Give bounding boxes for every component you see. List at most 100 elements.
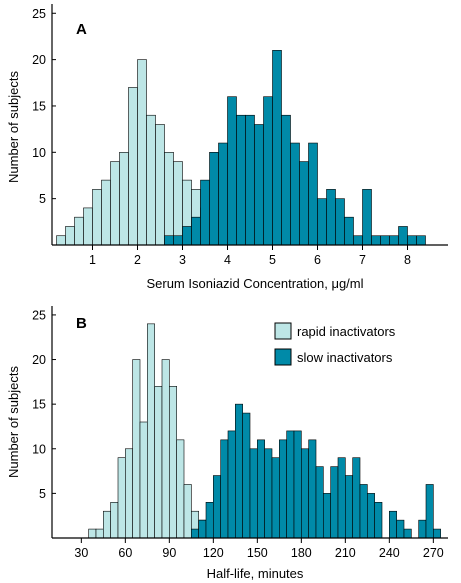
bar-a-slow-22 (362, 189, 372, 246)
bar-b-rapid-7 (139, 421, 148, 539)
bar-b-slow-20 (337, 457, 346, 539)
bar-b-slow-15 (301, 448, 309, 539)
bar-b-slow-24 (367, 493, 375, 539)
x-tick-label-a-3: 3 (179, 253, 186, 267)
bar-b-slow-0 (191, 528, 199, 539)
x-tick-label-b-210: 210 (335, 546, 356, 560)
bar-b-slow-23 (359, 484, 368, 539)
legend-swatch-rapid (274, 322, 292, 340)
bar-a-slow-19 (335, 198, 345, 246)
bar-a-slow-27 (407, 235, 417, 246)
bar-b-rapid-0 (88, 528, 97, 539)
legend-swatch-slow (274, 348, 292, 366)
y-tick-label-b-20: 20 (32, 353, 46, 367)
x-tick-label-b-150: 150 (247, 546, 268, 560)
bar-b-rapid-1 (95, 528, 104, 539)
bar-a-rapid-4 (92, 189, 102, 246)
x-tick-label-a-7: 7 (359, 253, 366, 267)
bar-b-rapid-5 (125, 448, 133, 539)
y-tick-label-b-25: 25 (32, 308, 46, 322)
bar-b-slow-13 (286, 430, 295, 539)
x-tick-label-a-6: 6 (314, 253, 321, 267)
bar-a-slow-5 (209, 152, 219, 246)
bar-a-rapid-11 (155, 124, 165, 246)
bar-a-slow-11 (263, 96, 273, 246)
bar-b-slow-5 (227, 430, 236, 539)
x-tick-label-a-8: 8 (404, 253, 411, 267)
panel-a-axes: 5 10 15 20 25 1 2 3 4 5 6 7 8 (32, 4, 448, 267)
bar-b-slow-3 (213, 475, 221, 539)
y-tick-label-a-20: 20 (32, 53, 46, 67)
bar-b-slow-22 (352, 457, 361, 539)
x-tick-label-b-240: 240 (379, 546, 400, 560)
bar-b-slow-28 (396, 519, 405, 539)
bar-a-rapid-10 (146, 114, 156, 246)
panel-b-y-axis-title: Number of subjects (6, 366, 21, 478)
bar-b-slow-10 (264, 448, 273, 539)
bar-b-rapid-13 (183, 484, 192, 539)
bar-a-slow-3 (191, 216, 201, 246)
bar-b-rapid-6 (132, 359, 141, 539)
x-tick-label-a-5: 5 (269, 253, 276, 267)
bar-b-slow-2 (205, 502, 214, 539)
bar-b-rapid-11 (169, 386, 177, 539)
y-tick-label-a-25: 25 (32, 7, 46, 21)
bar-b-slow-32 (425, 484, 434, 539)
y-tick-label-b-5: 5 (39, 487, 46, 501)
bar-b-slow-19 (330, 466, 339, 539)
x-tick-label-b-270: 270 (423, 546, 444, 560)
bar-b-slow-25 (374, 502, 383, 539)
panel-b-letter: B (76, 315, 87, 332)
bar-a-slow-16 (308, 142, 318, 246)
bar-b-slow-7 (242, 412, 251, 539)
bar-b-slow-4 (220, 439, 229, 539)
bar-a-slow-23 (371, 235, 381, 246)
bar-b-slow-6 (235, 403, 243, 539)
y-tick-label-b-10: 10 (32, 442, 46, 456)
bar-a-slow-18 (326, 189, 336, 246)
bar-b-slow-27 (389, 510, 397, 539)
bar-b-rapid-3 (110, 502, 119, 539)
legend-label-slow: slow inactivators (297, 350, 393, 365)
panel-a: A 5 10 15 20 25 1 2 3 4 5 6 7 8 Serum Isoniazid Conc… (6, 4, 448, 291)
bar-b-rapid-2 (103, 510, 111, 539)
x-tick-label-b-30: 30 (74, 546, 88, 560)
bar-a-slow-24 (380, 235, 390, 246)
bar-a-rapid-13 (173, 161, 183, 246)
y-tick-label-a-15: 15 (32, 99, 46, 113)
x-tick-label-b-60: 60 (118, 546, 132, 560)
x-tick-label-a-1: 1 (89, 253, 96, 267)
panel-b: B 5 10 15 20 25 30 60 90 120 150 180 210 240 270 Half… (6, 306, 448, 581)
bar-a-slow-21 (353, 235, 363, 246)
legend: rapid inactivators slow inactivators (274, 322, 396, 366)
y-tick-label-a-5: 5 (39, 192, 46, 206)
bar-a-rapid-5 (101, 179, 111, 246)
bar-b-slow-8 (249, 448, 258, 539)
bar-a-slow-8 (236, 114, 246, 246)
bar-a-slow-26 (398, 226, 408, 246)
bar-a-rapid-8 (128, 87, 138, 246)
x-tick-label-b-180: 180 (291, 546, 312, 560)
bar-a-rapid-0 (56, 235, 66, 246)
bar-b-slow-21 (345, 475, 353, 539)
bar-a-slow-1 (173, 235, 183, 246)
panel-a-y-axis-title: Number of subjects (6, 71, 21, 183)
panel-a-letter: A (76, 21, 87, 38)
bar-a-slow-15 (299, 161, 309, 246)
bar-b-slow-12 (279, 439, 287, 539)
bar-b-slow-1 (198, 519, 207, 539)
bar-a-slow-20 (344, 216, 354, 246)
bar-a-rapid-12 (164, 152, 174, 246)
bar-b-slow-17 (315, 466, 324, 539)
bar-b-rapid-8 (147, 323, 155, 539)
panel-a-x-axis-title: Serum Isoniazid Concentration, μg/ml (146, 276, 363, 291)
legend-label-rapid: rapid inactivators (297, 324, 396, 339)
bar-b-rapid-9 (154, 386, 163, 539)
x-tick-label-b-120: 120 (203, 546, 224, 560)
bar-b-slow-31 (418, 519, 427, 539)
bar-a-slow-0 (164, 235, 174, 246)
bar-b-slow-14 (293, 430, 302, 539)
bar-a-slow-28 (416, 235, 426, 246)
bar-b-rapid-10 (161, 359, 170, 539)
bar-b-slow-11 (271, 457, 280, 539)
